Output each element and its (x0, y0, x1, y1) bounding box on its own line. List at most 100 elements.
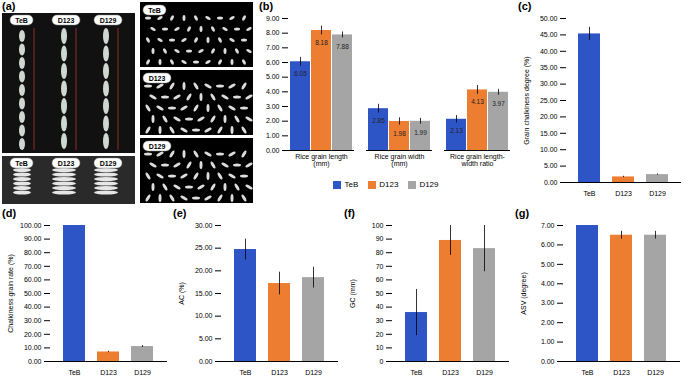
svg-text:30.00: 30.00 (24, 317, 42, 324)
svg-text:D129: D129 (149, 143, 166, 150)
svg-text:35.00: 35.00 (540, 64, 558, 71)
svg-text:1.99: 1.99 (414, 129, 427, 136)
svg-text:0.00: 0.00 (544, 179, 558, 186)
svg-text:(a): (a) (2, 0, 16, 12)
svg-text:D123: D123 (615, 190, 632, 197)
svg-text:2.00: 2.00 (266, 117, 280, 124)
svg-text:20.00: 20.00 (195, 267, 213, 274)
svg-text:20: 20 (376, 331, 384, 338)
svg-text:60: 60 (376, 276, 384, 283)
svg-text:D123: D123 (149, 75, 166, 82)
svg-text:6.05: 6.05 (294, 70, 307, 77)
svg-text:70: 70 (376, 263, 384, 270)
svg-text:5.00: 5.00 (266, 73, 280, 80)
svg-text:D123: D123 (58, 160, 75, 167)
svg-text:Grain chalkiness degree (%): Grain chalkiness degree (%) (523, 56, 531, 144)
svg-text:10.00: 10.00 (24, 344, 42, 351)
svg-text:50: 50 (376, 290, 384, 297)
svg-text:7.00: 7.00 (266, 44, 280, 51)
svg-text:2.85: 2.85 (372, 117, 385, 124)
svg-text:D129: D129 (100, 17, 117, 24)
svg-text:10.00: 10.00 (540, 146, 558, 153)
svg-text:20.00: 20.00 (24, 331, 42, 338)
svg-text:D129: D129 (305, 369, 322, 376)
svg-text:ASV (degree): ASV (degree) (520, 272, 528, 314)
svg-text:25.00: 25.00 (195, 244, 213, 251)
svg-text:10: 10 (376, 344, 384, 351)
svg-text:8.00: 8.00 (266, 29, 280, 36)
svg-text:5.00: 5.00 (544, 162, 558, 169)
svg-text:4.00: 4.00 (541, 280, 555, 287)
svg-text:40.00: 40.00 (24, 303, 42, 310)
svg-text:4.13: 4.13 (471, 98, 484, 105)
svg-text:1.00: 1.00 (266, 132, 280, 139)
svg-text:30.00: 30.00 (540, 80, 558, 87)
svg-text:TeB: TeB (68, 369, 80, 376)
svg-text:9.00: 9.00 (266, 15, 280, 22)
svg-text:D129: D129 (649, 190, 666, 197)
svg-text:10.00: 10.00 (195, 312, 213, 319)
svg-text:TeB: TeB (581, 369, 593, 376)
svg-text:0.00: 0.00 (266, 147, 280, 154)
svg-text:Rice grain length-width ratio: Rice grain length-width ratio (450, 153, 506, 167)
svg-text:70.00: 70.00 (24, 263, 42, 270)
svg-text:D123: D123 (100, 369, 117, 376)
svg-text:D129: D129 (100, 160, 117, 167)
svg-text:0.00: 0.00 (541, 358, 555, 365)
svg-text:7.88: 7.88 (336, 43, 349, 50)
svg-text:Rice grain length(mm): Rice grain length(mm) (295, 153, 348, 168)
svg-text:0: 0 (380, 358, 384, 365)
svg-text:20.00: 20.00 (540, 113, 558, 120)
svg-text:2.00: 2.00 (541, 319, 555, 326)
svg-text:D123: D123 (271, 369, 288, 376)
svg-text:TeB: TeB (583, 190, 595, 197)
svg-text:0.00: 0.00 (199, 358, 213, 365)
svg-text:90: 90 (376, 235, 384, 242)
svg-text:1.00: 1.00 (541, 338, 555, 345)
svg-text:4.00: 4.00 (266, 88, 280, 95)
svg-text:60.00: 60.00 (24, 276, 42, 283)
svg-text:30: 30 (376, 317, 384, 324)
svg-text:7.00: 7.00 (541, 222, 555, 229)
svg-text:TeB: TeB (15, 160, 28, 167)
svg-text:30.00: 30.00 (195, 222, 213, 229)
svg-text:D129: D129 (647, 369, 664, 376)
svg-text:GC (mm): GC (mm) (349, 279, 357, 308)
svg-text:40: 40 (376, 303, 384, 310)
svg-text:8.18: 8.18 (315, 39, 328, 46)
svg-text:2.13: 2.13 (450, 127, 463, 134)
svg-text:6.00: 6.00 (266, 59, 280, 66)
svg-text:D123: D123 (613, 369, 630, 376)
svg-text:3.97: 3.97 (492, 100, 505, 107)
svg-text:80.00: 80.00 (24, 249, 42, 256)
svg-text:100.00: 100.00 (20, 222, 42, 229)
svg-text:D123: D123 (58, 17, 75, 24)
svg-text:15.00: 15.00 (195, 290, 213, 297)
svg-text:50.00: 50.00 (24, 290, 42, 297)
svg-text:50.00: 50.00 (540, 15, 558, 22)
svg-text:25.00: 25.00 (540, 97, 558, 104)
svg-text:5.00: 5.00 (199, 335, 213, 342)
svg-text:3.00: 3.00 (541, 299, 555, 306)
svg-text:100: 100 (372, 222, 384, 229)
svg-text:AC (%): AC (%) (178, 282, 186, 305)
svg-text:3.00: 3.00 (266, 103, 280, 110)
svg-text:0.00: 0.00 (28, 358, 42, 365)
svg-text:6.00: 6.00 (541, 241, 555, 248)
svg-text:TeB: TeB (239, 369, 251, 376)
svg-text:45.00: 45.00 (540, 31, 558, 38)
svg-text:TeB: TeB (148, 7, 161, 14)
svg-text:D123: D123 (442, 369, 459, 376)
svg-text:90.00: 90.00 (24, 235, 42, 242)
svg-text:Rice grain width(mm): Rice grain width(mm) (375, 153, 425, 168)
svg-text:40.00: 40.00 (540, 48, 558, 55)
svg-text:1.98: 1.98 (393, 130, 406, 137)
svg-text:80: 80 (376, 249, 384, 256)
svg-text:D129: D129 (134, 369, 151, 376)
svg-text:TeB: TeB (410, 369, 422, 376)
svg-text:Chalkiness grain rate (%): Chalkiness grain rate (%) (7, 254, 15, 333)
svg-text:15.00: 15.00 (540, 130, 558, 137)
svg-text:D129: D129 (476, 369, 493, 376)
svg-text:TeB: TeB (15, 17, 28, 24)
svg-text:5.00: 5.00 (541, 261, 555, 268)
